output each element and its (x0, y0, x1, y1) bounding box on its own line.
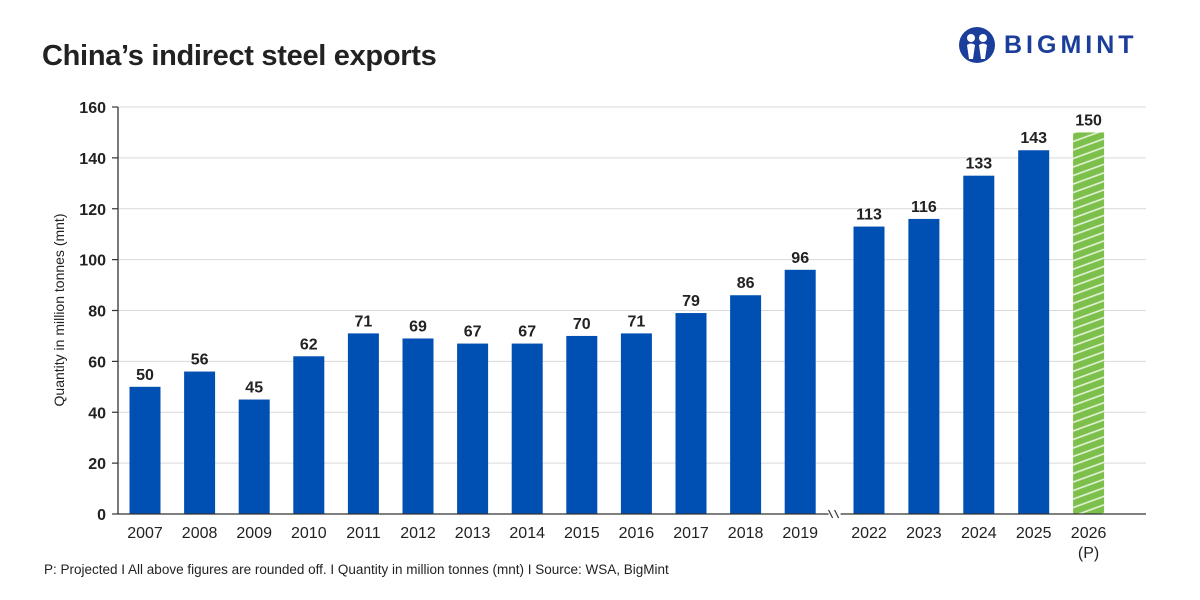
bar-2023 (908, 218, 940, 515)
x-tick-label: 2017 (673, 525, 709, 542)
y-tick-label: 0 (97, 507, 106, 524)
y-tick-label: 120 (79, 202, 106, 219)
x-tick-label: 2013 (455, 525, 491, 542)
data-label: 79 (682, 293, 700, 310)
bar-2026 (1073, 132, 1105, 514)
axis-break-icon (828, 509, 840, 519)
axis-break-gap (828, 510, 841, 518)
logo-people-icon (959, 27, 995, 63)
bar-2014 (511, 343, 543, 514)
x-tick-label: 2010 (291, 525, 327, 542)
data-label: 143 (1020, 130, 1047, 147)
y-axis-label: Quantity in million tonnes (mnt) (51, 214, 67, 407)
data-label: 69 (409, 318, 427, 335)
bar-2024 (963, 175, 995, 514)
data-label: 67 (464, 324, 482, 341)
bar-2008 (184, 371, 216, 514)
bar-2007 (129, 386, 161, 514)
x-tick-sublabel: (P) (1078, 545, 1099, 562)
y-tick-label: 60 (88, 354, 106, 371)
bar-2010 (293, 356, 325, 514)
data-label: 62 (300, 336, 318, 353)
x-tick-label: 2009 (236, 525, 272, 542)
y-tick-label: 140 (79, 151, 106, 168)
y-tick-label: 20 (88, 456, 106, 473)
bar-2011 (347, 333, 379, 514)
data-label: 113 (856, 207, 882, 224)
bar-2025 (1018, 150, 1050, 514)
bar-2013 (457, 343, 489, 514)
x-tick-label: 2024 (961, 525, 997, 542)
x-tick-label: 2018 (728, 525, 764, 542)
x-tick-label: 2011 (346, 525, 381, 542)
logo-text: BIGMINT (1004, 30, 1138, 59)
data-label: 71 (355, 313, 373, 330)
data-label: 67 (518, 324, 536, 341)
x-tick-label: 2016 (619, 525, 655, 542)
chart-title: China’s indirect steel exports (42, 40, 437, 72)
x-tick-label: 2008 (182, 525, 218, 542)
data-label: 50 (136, 367, 154, 384)
data-label: 56 (191, 352, 209, 369)
x-tick-label: 2014 (509, 525, 545, 542)
data-label: 96 (791, 250, 809, 267)
bar-2016 (620, 333, 652, 514)
x-tick-label: 2023 (906, 525, 942, 542)
bar-2019 (784, 269, 816, 514)
bigmint-logo: BIGMINT (958, 26, 1138, 64)
y-tick-label: 80 (88, 304, 106, 321)
bar-2018 (730, 295, 762, 514)
x-tick-label: 2022 (851, 525, 887, 542)
x-tick-label: 2026 (1071, 525, 1107, 542)
x-tick-label: 2025 (1016, 525, 1052, 542)
bar-2022 (853, 226, 885, 514)
data-label: 133 (965, 156, 992, 173)
x-tick-label: 2015 (564, 525, 600, 542)
data-label: 86 (737, 275, 755, 292)
x-tick-label: 2007 (127, 525, 163, 542)
data-label: 71 (628, 313, 646, 330)
y-tick-label: 40 (88, 405, 106, 422)
x-tick-label: 2019 (782, 525, 818, 542)
footnote: P: Projected I All above figures are rou… (44, 562, 669, 577)
bar-2015 (566, 335, 598, 514)
data-label: 116 (911, 199, 937, 216)
y-tick-label: 160 (79, 100, 106, 117)
bar-2017 (675, 313, 707, 514)
data-label: 150 (1075, 112, 1102, 129)
data-label: 70 (573, 316, 591, 333)
bar-2009 (238, 399, 270, 514)
data-label: 45 (245, 380, 263, 397)
bar-2012 (402, 338, 434, 514)
x-tick-label: 2012 (400, 525, 436, 542)
y-tick-label: 100 (79, 253, 106, 270)
